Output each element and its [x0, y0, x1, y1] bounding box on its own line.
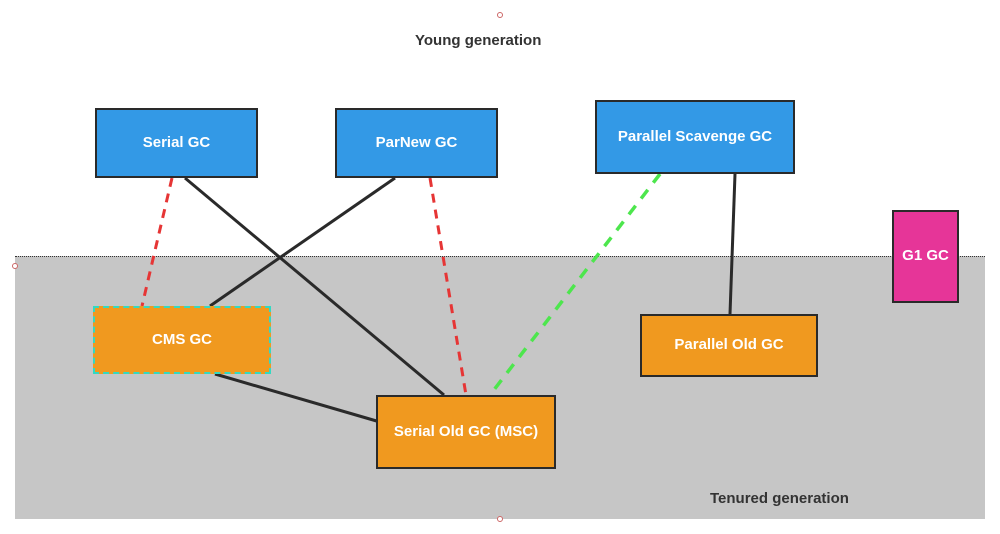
node-label: CMS GC [152, 331, 212, 350]
gc-diagram: Young generation Tenured generation Seri… [0, 0, 1000, 534]
tenured-label: Tenured generation [710, 490, 849, 507]
node-parallel-scavenge-gc: Parallel Scavenge GC [595, 100, 795, 174]
tenured-region [15, 256, 985, 519]
node-cms-gc: CMS GC [93, 306, 271, 374]
node-parallel-old-gc: Parallel Old GC [640, 314, 818, 377]
handle-dot [12, 263, 18, 269]
young-label: Young generation [415, 32, 541, 49]
handle-dot [497, 12, 503, 18]
node-label: Serial GC [143, 134, 211, 153]
handle-dot [497, 516, 503, 522]
node-label: G1 GC [902, 247, 949, 266]
node-g1-gc: G1 GC [892, 210, 959, 303]
node-label: Parallel Scavenge GC [618, 128, 772, 147]
node-parnew-gc: ParNew GC [335, 108, 498, 178]
node-label: ParNew GC [376, 134, 458, 153]
node-serial-old-gc: Serial Old GC (MSC) [376, 395, 556, 469]
node-label: Parallel Old GC [674, 336, 783, 355]
node-label: Serial Old GC (MSC) [394, 423, 538, 442]
node-serial-gc: Serial GC [95, 108, 258, 178]
